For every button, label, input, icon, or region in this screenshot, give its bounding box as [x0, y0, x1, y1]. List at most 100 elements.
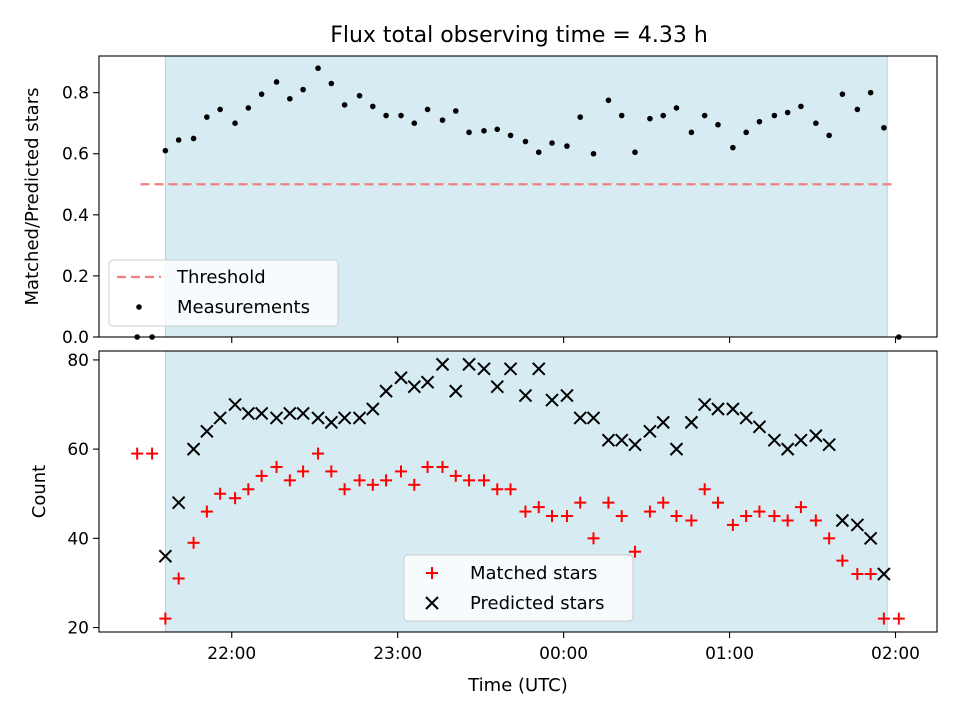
matched-point	[187, 536, 200, 549]
predicted-point	[863, 531, 878, 546]
legend-threshold-label: Threshold	[176, 267, 266, 288]
x-ticks-top	[231, 337, 897, 343]
measurement-point	[854, 106, 861, 113]
legend-measurement-swatch	[136, 304, 142, 310]
y-tick-label: 60	[67, 440, 89, 460]
measurement-point	[370, 103, 376, 110]
y-tick-label: 40	[67, 529, 89, 549]
predicted-point	[366, 402, 380, 416]
ylabel-count: Count	[29, 465, 50, 518]
predicted-point	[767, 433, 782, 447]
matched-point	[449, 469, 462, 482]
measurement-point	[784, 109, 791, 116]
y-tick-label: 80	[67, 351, 89, 371]
matched-point	[172, 572, 185, 585]
measurement-point	[867, 89, 874, 96]
measurement-point	[273, 79, 280, 85]
measurement-point	[564, 143, 570, 149]
legend-bottom: Matched stars Predicted stars	[403, 554, 634, 622]
matched-point	[864, 568, 877, 581]
measurement-point	[300, 86, 306, 93]
matched-point	[338, 483, 351, 496]
measurement-point	[549, 140, 555, 146]
matched-point	[159, 612, 172, 625]
predicted-point	[643, 424, 657, 438]
predicted-points	[158, 357, 891, 581]
predicted-point	[420, 375, 435, 389]
predicted-point	[545, 393, 559, 407]
matched-point	[643, 505, 656, 518]
matched-point	[200, 505, 213, 518]
predicted-point	[158, 549, 173, 563]
axes-frame-bottom	[98, 350, 938, 633]
matched-point	[491, 483, 504, 496]
measurement-point	[258, 91, 265, 97]
matched-point	[408, 478, 421, 491]
measurement-point	[315, 65, 321, 72]
matched-point	[892, 612, 905, 625]
matched-point	[877, 612, 890, 625]
predicted-point	[711, 402, 725, 416]
predicted-point	[352, 411, 367, 425]
matched-point	[740, 510, 753, 523]
x-tick-label: 02:00	[871, 644, 920, 664]
measurement-point	[660, 112, 666, 119]
matched-point	[477, 474, 490, 487]
predicted-point	[503, 362, 518, 376]
measurement-point	[190, 135, 197, 142]
x-tick-label: 23:00	[373, 644, 422, 664]
matched-point	[823, 532, 836, 545]
matched-points	[131, 447, 905, 625]
matched-point	[131, 447, 144, 460]
matched-point	[395, 465, 408, 478]
predicted-point	[462, 357, 476, 372]
predicted-point	[573, 411, 587, 425]
matched-point	[670, 510, 683, 523]
measurement-point	[383, 112, 389, 119]
measurement-point	[590, 150, 597, 157]
matched-point	[851, 568, 864, 581]
predicted-point	[435, 357, 450, 372]
predicted-point	[296, 406, 310, 421]
matched-point	[504, 483, 517, 496]
predicted-point	[490, 379, 504, 394]
measurement-point	[411, 120, 418, 126]
matched-point	[229, 492, 242, 505]
predicted-point	[669, 442, 684, 456]
x-tick-label: 00:00	[539, 644, 588, 664]
measurement-point	[341, 102, 348, 108]
matched-point	[711, 496, 724, 509]
predicted-point	[228, 397, 242, 412]
matched-point	[312, 447, 325, 460]
legend-frame	[108, 259, 339, 327]
predicted-point	[283, 406, 297, 421]
matched-point	[574, 496, 587, 509]
legend-measurements-label: Measurements	[177, 297, 310, 318]
measurement-point	[673, 105, 680, 111]
matched-point	[214, 487, 227, 500]
predicted-point	[780, 442, 795, 456]
measurement-point	[287, 95, 293, 102]
measurement-point	[356, 92, 363, 99]
predicted-point	[835, 513, 850, 528]
y-tick-label: 0.6	[62, 145, 89, 165]
x-tick-label: 22:00	[207, 644, 256, 664]
matched-point	[602, 496, 615, 509]
predicted-point	[850, 518, 865, 532]
measurement-point	[701, 112, 708, 119]
matched-point	[794, 501, 807, 514]
y-tick-label: 20	[67, 619, 89, 639]
predicted-point	[794, 433, 808, 447]
matched-point	[657, 496, 670, 509]
predicted-point	[684, 415, 699, 430]
legend-predicted-swatch	[425, 596, 439, 610]
matched-point	[283, 474, 296, 487]
measurement-point	[424, 106, 431, 113]
matched-point	[698, 483, 711, 496]
legend-matched-label: Matched stars	[470, 563, 597, 584]
matched-point	[270, 460, 283, 473]
matched-point	[836, 554, 849, 567]
y-tick-label: 0.8	[62, 84, 89, 104]
predicted-point	[560, 388, 574, 403]
predicted-point	[656, 415, 670, 430]
